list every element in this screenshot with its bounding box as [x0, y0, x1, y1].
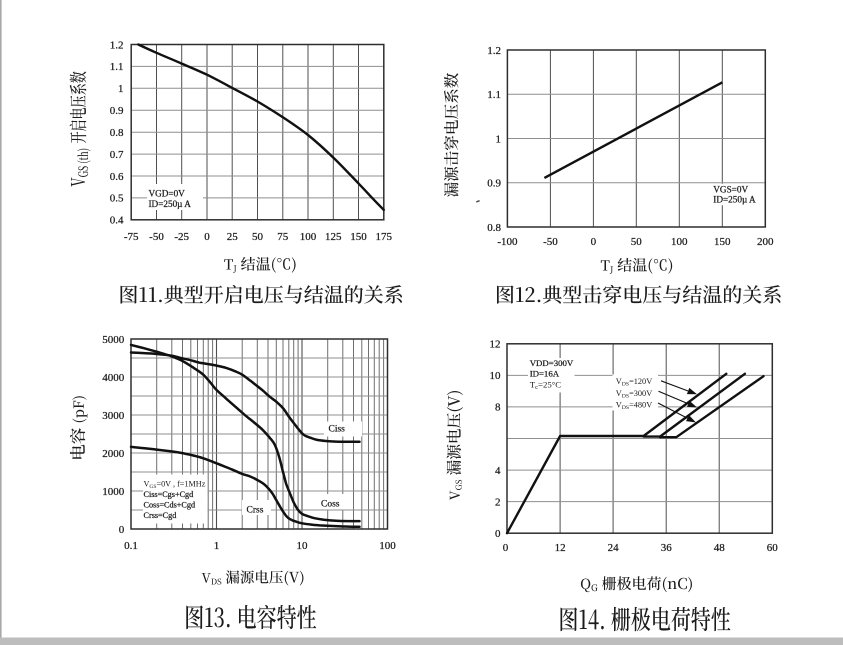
svg-text:5000: 5000 [102, 334, 125, 346]
svg-text:ID=250µ A: ID=250µ A [149, 199, 192, 209]
svg-text:175: 175 [376, 231, 393, 243]
svg-text:0.1: 0.1 [124, 540, 138, 552]
svg-text:60: 60 [767, 542, 779, 554]
svg-text:100: 100 [671, 236, 688, 248]
svg-text:0: 0 [503, 542, 509, 554]
svg-text:1.2: 1.2 [110, 39, 124, 51]
svg-text:50: 50 [631, 236, 643, 248]
svg-text:Coss=Cds+Cgd: Coss=Cds+Cgd [144, 501, 196, 510]
svg-text:36: 36 [661, 542, 673, 554]
svg-text:VDS=300V: VDS=300V [616, 389, 652, 400]
svg-text:ID=250µ A: ID=250µ A [713, 195, 756, 205]
svg-text:0: 0 [591, 236, 597, 248]
svg-text:Tc=25°C: Tc=25°C [530, 379, 562, 391]
svg-text:1: 1 [118, 83, 124, 95]
svg-text:48: 48 [714, 542, 726, 554]
svg-text:200: 200 [757, 236, 774, 248]
svg-text:2000: 2000 [102, 448, 125, 460]
svg-text:0.7: 0.7 [110, 149, 124, 161]
svg-text:0.9: 0.9 [110, 105, 124, 117]
svg-text:Crss=Cgd: Crss=Cgd [144, 511, 177, 520]
svg-text:0: 0 [119, 524, 125, 536]
svg-text:1: 1 [214, 540, 220, 552]
svg-text:-100: -100 [497, 236, 518, 248]
svg-text:24: 24 [608, 542, 620, 554]
svg-text:100: 100 [300, 231, 317, 243]
svg-text:VGS=0V: VGS=0V [713, 184, 748, 194]
svg-text:150: 150 [350, 231, 367, 243]
svg-text:0: 0 [495, 528, 501, 540]
svg-text:VGD=0V: VGD=0V [149, 189, 186, 199]
svg-text:0.9: 0.9 [487, 178, 501, 190]
svg-text:0.8: 0.8 [487, 222, 501, 234]
svg-text:-50: -50 [543, 236, 558, 248]
svg-text:0.5: 0.5 [110, 193, 124, 205]
svg-text:-75: -75 [124, 231, 139, 243]
svg-text:0: 0 [204, 231, 210, 243]
svg-text:100: 100 [379, 540, 396, 552]
svg-text:VDS=480V: VDS=480V [616, 400, 652, 411]
svg-text:0.8: 0.8 [110, 127, 124, 139]
svg-text:ID=16A: ID=16A [530, 369, 560, 379]
svg-text:-50: -50 [149, 231, 164, 243]
svg-text:4000: 4000 [102, 372, 125, 384]
svg-text:2: 2 [495, 496, 501, 508]
svg-text:10: 10 [297, 540, 309, 552]
svg-text:1000: 1000 [102, 486, 125, 498]
svg-text:0.6: 0.6 [110, 171, 124, 183]
svg-text:Crss: Crss [247, 506, 264, 516]
svg-text:12: 12 [555, 542, 566, 554]
svg-text:25: 25 [227, 231, 239, 243]
svg-text:0.4: 0.4 [110, 215, 124, 227]
svg-text:1.1: 1.1 [487, 89, 501, 101]
svg-text:3000: 3000 [102, 410, 125, 422]
svg-text:12: 12 [490, 339, 501, 351]
svg-text:4: 4 [495, 465, 501, 477]
svg-text:8: 8 [495, 402, 501, 414]
svg-text:150: 150 [714, 236, 731, 248]
svg-text:VGS=0V , f=1MHz: VGS=0V , f=1MHz [144, 480, 206, 491]
svg-text:Ciss: Ciss [329, 425, 346, 435]
svg-text:-25: -25 [174, 231, 189, 243]
svg-text:Coss: Coss [321, 500, 340, 510]
svg-text:1.1: 1.1 [110, 61, 124, 73]
svg-text:Ciss=Cgs+Cgd: Ciss=Cgs+Cgd [144, 490, 194, 499]
svg-text:75: 75 [277, 231, 289, 243]
svg-text:10: 10 [490, 370, 502, 382]
svg-text:VDS=120V: VDS=120V [616, 377, 652, 388]
svg-text:50: 50 [252, 231, 264, 243]
svg-text:1: 1 [496, 133, 502, 145]
svg-text:VDD=300V: VDD=300V [530, 358, 574, 368]
svg-text:1.2: 1.2 [487, 45, 501, 57]
svg-text:125: 125 [325, 231, 342, 243]
